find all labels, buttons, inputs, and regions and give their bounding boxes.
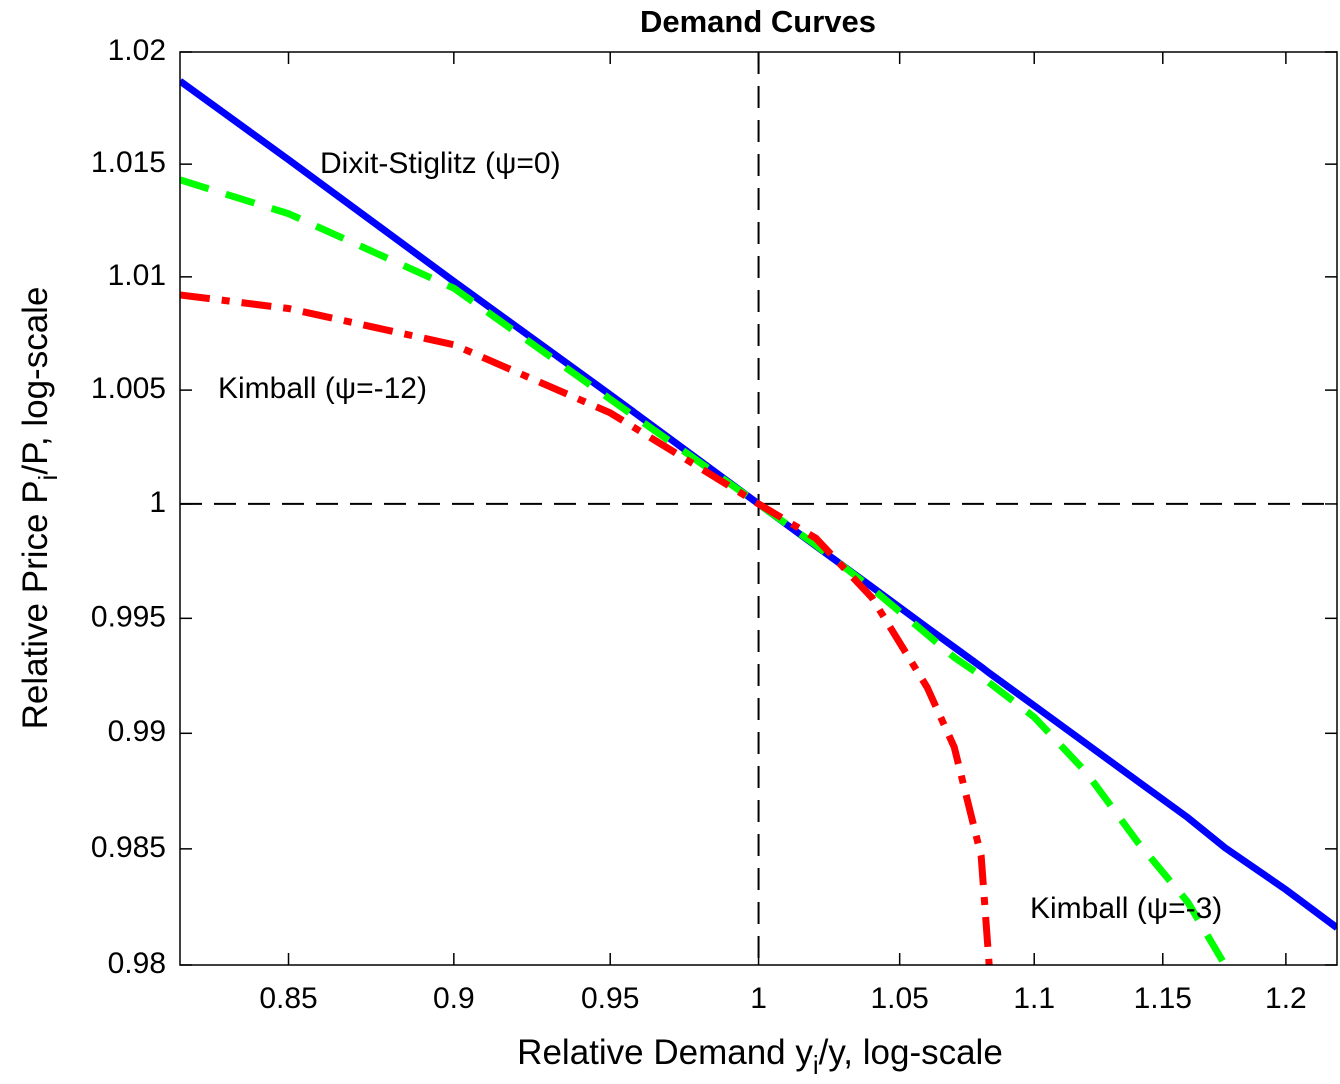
- x-axis-label: Relative Demand yi/y, log-scale: [517, 1033, 1003, 1080]
- y-tick-label: 0.985: [91, 831, 166, 864]
- y-tick-label: 1: [149, 486, 166, 519]
- y-tick-label: 0.98: [108, 947, 166, 980]
- y-label-part: Relative Price P: [16, 480, 55, 729]
- annotation: Kimball (ψ=-3): [1030, 892, 1222, 925]
- x-label-subscript: i: [813, 1050, 819, 1080]
- y-tick-label: 1.015: [91, 146, 166, 179]
- x-tick-label: 1.2: [1265, 982, 1307, 1015]
- x-tick-label: 1.1: [1013, 982, 1055, 1015]
- y-tick-label: 0.99: [108, 715, 166, 748]
- x-tick-label: 1.05: [870, 982, 928, 1015]
- y-axis-label: Relative Price Pi/P, log-scale: [16, 287, 63, 730]
- y-tick-label: 1.005: [91, 372, 166, 405]
- x-label-part: Relative Demand y: [517, 1033, 813, 1072]
- series-line: [180, 176, 1228, 965]
- chart-title: Demand Curves: [640, 4, 876, 39]
- y-tick-label: 1.02: [108, 34, 166, 67]
- series-line: [180, 78, 1337, 931]
- x-tick-label: 1: [750, 982, 767, 1015]
- y-tick-label: 1.01: [108, 259, 166, 292]
- x-tick-label: 0.85: [259, 982, 317, 1015]
- annotation: Dixit-Stiglitz (ψ=0): [320, 147, 561, 180]
- x-tick-label: 1.15: [1134, 982, 1192, 1015]
- y-label-part: /P, log-scale: [16, 287, 55, 475]
- x-tick-label: 0.95: [581, 982, 639, 1015]
- y-tick-label: 0.995: [91, 600, 166, 633]
- x-label-part: /y, log-scale: [819, 1033, 1003, 1072]
- plot-area: [180, 52, 1337, 965]
- series-line: [180, 291, 993, 965]
- x-tick-label: 0.9: [433, 982, 475, 1015]
- annotation: Kimball (ψ=-12): [218, 372, 427, 405]
- y-label-subscript: i: [33, 475, 63, 481]
